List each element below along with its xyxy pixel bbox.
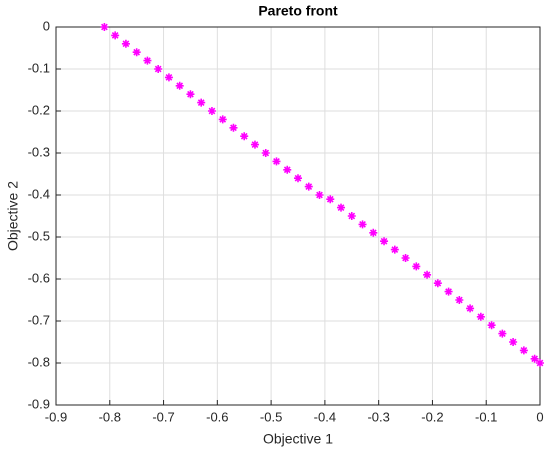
point bbox=[272, 157, 281, 166]
point bbox=[261, 149, 270, 157]
y-tick-label: -0.5 bbox=[28, 228, 50, 243]
point bbox=[294, 174, 302, 183]
point bbox=[412, 262, 421, 271]
point bbox=[218, 115, 227, 124]
point bbox=[466, 304, 475, 313]
x-tick-label: -0.1 bbox=[475, 409, 497, 424]
point bbox=[154, 65, 163, 73]
point bbox=[380, 237, 389, 246]
point bbox=[369, 228, 378, 237]
point bbox=[423, 270, 432, 279]
x-axis-label: Objective 1 bbox=[263, 431, 333, 447]
x-tick-label: -0.6 bbox=[206, 409, 228, 424]
point bbox=[250, 140, 259, 149]
x-tick-label: -0.2 bbox=[421, 409, 443, 424]
point bbox=[240, 132, 249, 141]
point bbox=[498, 329, 507, 338]
y-tick-label: -0.4 bbox=[28, 186, 50, 201]
x-tick-label: -0.9 bbox=[45, 409, 67, 424]
point bbox=[304, 182, 313, 191]
x-tick-label: -0.8 bbox=[99, 409, 121, 424]
point bbox=[283, 165, 292, 174]
point bbox=[487, 321, 496, 330]
point bbox=[337, 203, 346, 212]
y-tick-label: -0.2 bbox=[28, 102, 50, 117]
x-tick-label: -0.3 bbox=[367, 409, 389, 424]
point bbox=[390, 245, 399, 254]
point bbox=[347, 212, 356, 220]
x-tick-label: -0.4 bbox=[314, 409, 336, 424]
chart-title: Pareto front bbox=[258, 3, 338, 19]
point bbox=[175, 81, 184, 90]
point bbox=[121, 39, 130, 48]
y-axis-label: Objective 2 bbox=[5, 181, 21, 251]
point bbox=[530, 354, 539, 363]
y-tick-label: -0.8 bbox=[28, 354, 50, 369]
point bbox=[444, 287, 453, 296]
y-tick-label: -0.7 bbox=[28, 312, 50, 327]
point bbox=[433, 279, 442, 288]
y-tick-label: -0.1 bbox=[28, 60, 50, 75]
point bbox=[455, 296, 464, 304]
point bbox=[111, 31, 120, 40]
point bbox=[143, 56, 152, 65]
y-tick-label: -0.9 bbox=[28, 396, 50, 411]
point bbox=[132, 48, 141, 57]
x-tick-label: -0.7 bbox=[152, 409, 174, 424]
point bbox=[519, 346, 528, 355]
point bbox=[164, 73, 173, 82]
point bbox=[401, 254, 410, 262]
axes-box bbox=[55, 26, 541, 406]
point bbox=[326, 195, 335, 204]
point bbox=[358, 220, 367, 229]
point bbox=[315, 191, 324, 199]
x-tick-label: -0.5 bbox=[260, 409, 282, 424]
point bbox=[207, 107, 216, 115]
y-tick-label: -0.6 bbox=[28, 270, 50, 285]
point bbox=[476, 312, 485, 321]
point bbox=[100, 23, 109, 31]
y-tick-label: -0.3 bbox=[28, 144, 50, 159]
point bbox=[229, 123, 238, 132]
point bbox=[197, 98, 206, 107]
point bbox=[186, 90, 195, 99]
y-tick-label: 0 bbox=[43, 18, 50, 33]
point bbox=[536, 359, 544, 367]
point bbox=[509, 338, 518, 346]
x-tick-label: 0 bbox=[536, 409, 543, 424]
